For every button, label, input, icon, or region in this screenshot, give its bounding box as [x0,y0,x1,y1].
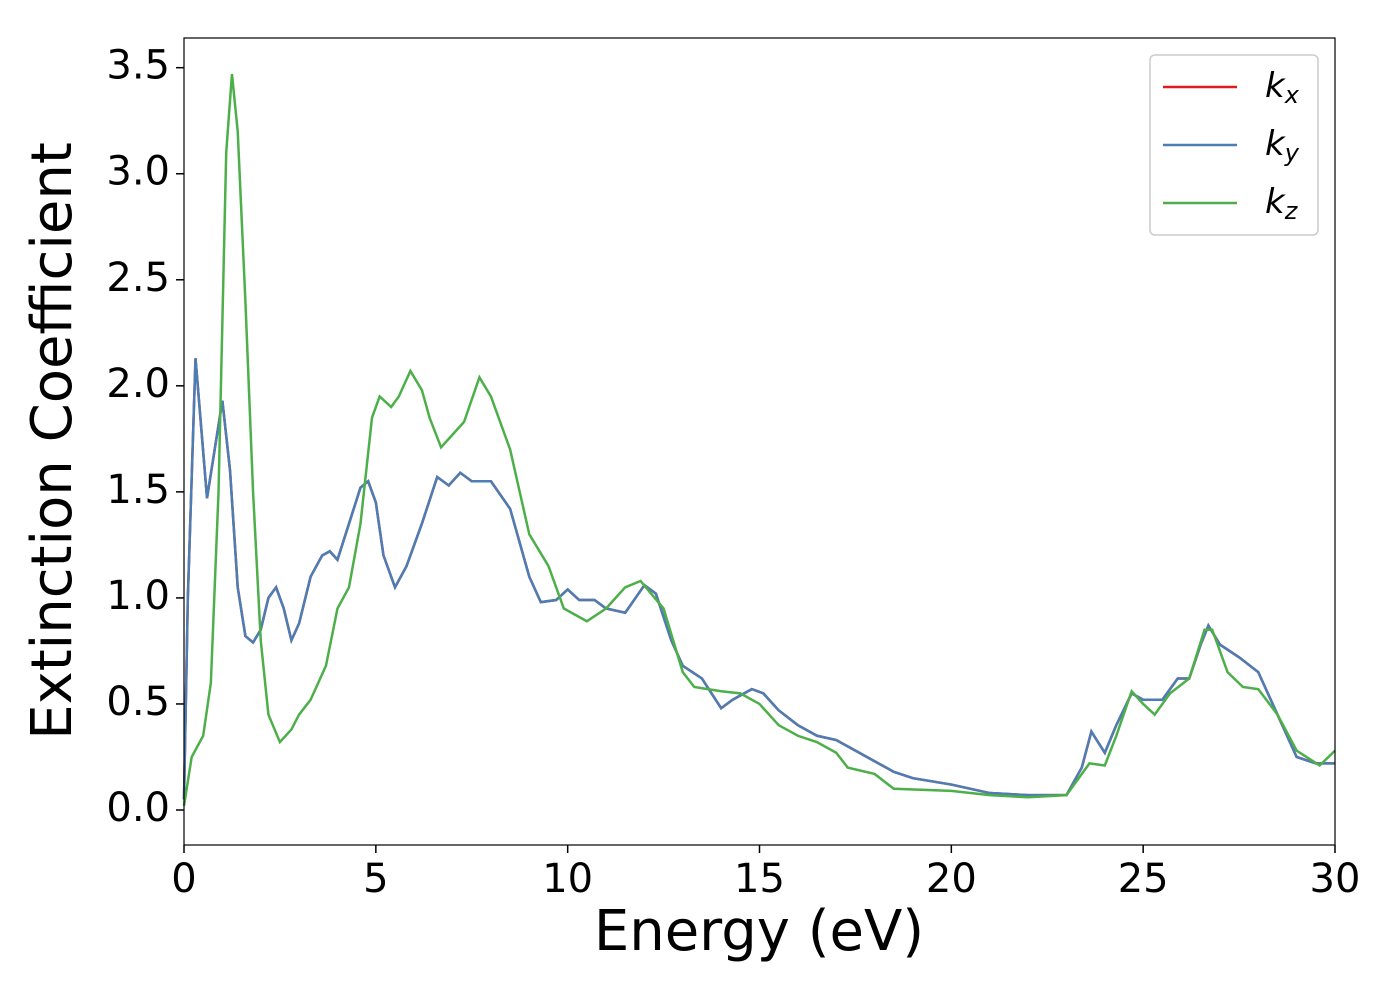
y-tick-label: 1.0 [106,573,170,619]
x-tick-label: 25 [1118,856,1169,902]
y-tick-label: 2.0 [106,361,170,407]
y-tick-label: 1.5 [106,467,170,513]
x-tick-label: 5 [363,856,388,902]
y-tick-label: 0.0 [106,785,170,831]
legend-subscript: x [1284,81,1300,109]
y-tick-label: 2.5 [106,255,170,301]
legend-letter: k [1265,182,1286,222]
y-axis-label: Extinction Coefficient [20,142,85,740]
x-tick-label: 15 [734,856,785,902]
legend-subscript: z [1284,197,1299,225]
y-tick-label: 0.5 [106,679,170,725]
x-tick-label: 10 [542,856,593,902]
data-line [182,73,1336,806]
legend-label: ky [1265,124,1300,168]
legend-letter: k [1265,66,1286,106]
data-line [182,358,1335,800]
y-tick-label: 3.0 [106,149,170,195]
legend-subscript: y [1284,139,1300,167]
legend-letter: k [1265,124,1286,164]
y-tick-label: 3.5 [106,43,170,89]
data-line [182,358,1335,800]
legend-label: kx [1265,66,1300,110]
x-tick-label: 0 [171,856,196,902]
plot-frame [183,37,1336,846]
x-tick-label: 20 [926,856,977,902]
x-tick-label: 30 [1310,856,1361,902]
x-axis-label: Energy (eV) [594,899,924,964]
legend-label: kz [1265,182,1299,226]
